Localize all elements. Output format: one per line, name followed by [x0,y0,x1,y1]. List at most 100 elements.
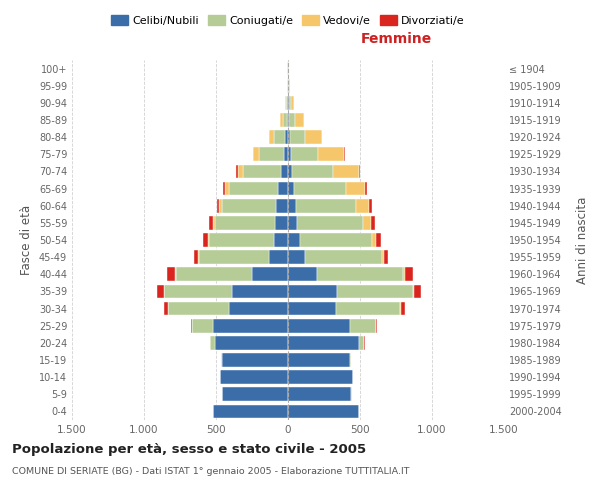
Bar [344,148,345,161]
Text: Popolazione per età, sesso e stato civile - 2005: Popolazione per età, sesso e stato civil… [12,442,366,456]
Bar [382,250,384,264]
Bar [238,164,244,178]
Bar [287,113,288,127]
Bar [285,96,286,110]
Bar [295,182,346,196]
Bar [371,216,375,230]
Legend: Celibi/Nubili, Coniugati/e, Vedovi/e, Divorziati/e: Celibi/Nubili, Coniugati/e, Vedovi/e, Di… [107,10,469,30]
Bar [288,284,337,298]
Bar [289,96,291,110]
Bar [288,302,335,316]
Bar [414,284,421,298]
Bar [164,284,232,298]
Bar [290,130,305,144]
Y-axis label: Fasce di età: Fasce di età [20,205,33,275]
Bar [221,353,222,367]
Bar [288,199,296,212]
Bar [229,302,288,316]
Bar [346,182,365,196]
Bar [210,336,215,349]
Bar [359,164,360,178]
Bar [288,164,292,178]
Bar [296,216,363,230]
Bar [194,250,198,264]
Bar [363,216,371,230]
Bar [288,353,350,367]
Bar [253,148,259,161]
Bar [274,130,285,144]
Text: COMUNE DI SERIATE (BG) - Dati ISTAT 1° gennaio 2005 - Elaborazione TUTTITALIA.IT: COMUNE DI SERIATE (BG) - Dati ISTAT 1° g… [12,468,409,476]
Bar [286,96,287,110]
Bar [288,404,359,418]
Bar [164,302,169,316]
Bar [219,199,222,212]
Bar [274,233,288,247]
Bar [284,148,288,161]
Bar [223,182,224,196]
Bar [213,216,215,230]
Bar [224,182,229,196]
Bar [404,268,413,281]
Bar [213,319,288,332]
Bar [280,113,283,127]
Bar [275,216,288,230]
Bar [288,370,353,384]
Bar [337,284,413,298]
Bar [215,336,288,349]
Bar [332,164,359,178]
Bar [288,319,350,332]
Bar [169,302,229,316]
Bar [288,182,295,196]
Bar [269,250,288,264]
Bar [199,250,269,264]
Bar [289,79,290,92]
Bar [208,233,209,247]
Bar [209,233,274,247]
Bar [222,388,288,401]
Y-axis label: Anni di nascita: Anni di nascita [575,196,589,284]
Bar [217,199,219,212]
Bar [222,353,288,367]
Bar [350,319,376,332]
Bar [213,404,288,418]
Text: Femmine: Femmine [361,32,431,46]
Bar [288,113,289,127]
Bar [376,233,381,247]
Bar [229,182,278,196]
Bar [252,268,288,281]
Bar [288,233,299,247]
Bar [288,148,291,161]
Bar [283,113,287,127]
Bar [222,199,277,212]
Bar [215,216,275,230]
Bar [365,182,367,196]
Bar [281,164,288,178]
Bar [278,182,288,196]
Bar [285,130,288,144]
Bar [289,113,295,127]
Bar [244,164,281,178]
Bar [376,319,377,332]
Bar [318,148,344,161]
Bar [288,130,290,144]
Bar [291,148,318,161]
Bar [269,130,274,144]
Bar [288,250,305,264]
Bar [288,268,317,281]
Bar [288,336,359,349]
Bar [191,319,213,332]
Bar [236,164,238,178]
Bar [371,233,376,247]
Bar [288,216,296,230]
Bar [232,284,288,298]
Bar [277,199,288,212]
Bar [203,233,208,247]
Bar [370,199,372,212]
Bar [292,164,332,178]
Bar [209,216,213,230]
Bar [356,199,370,212]
Bar [291,96,293,110]
Bar [259,148,284,161]
Bar [296,199,356,212]
Bar [317,268,403,281]
